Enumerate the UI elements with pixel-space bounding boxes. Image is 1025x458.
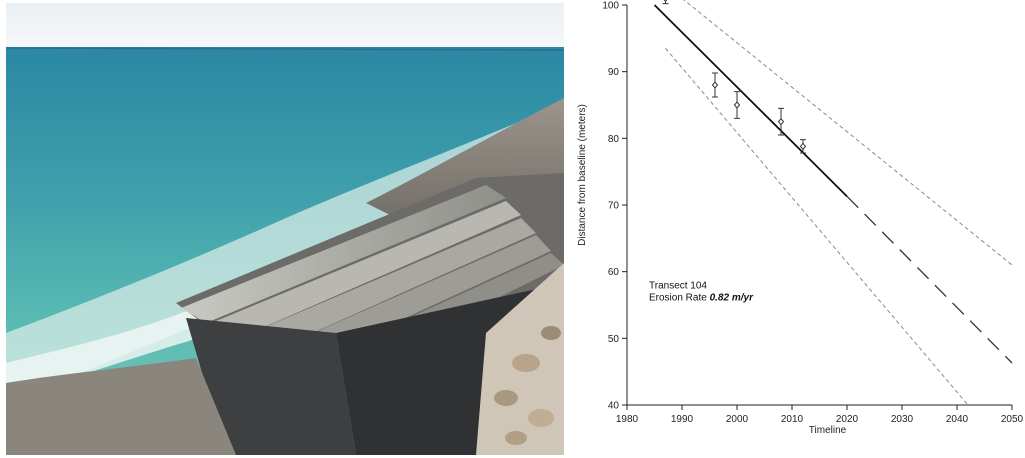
x-tick-label: 2050 xyxy=(1001,414,1024,425)
y-tick-label: 50 xyxy=(608,334,620,345)
y-tick-label: 100 xyxy=(602,1,619,12)
foam-wave xyxy=(6,303,216,398)
data-point xyxy=(711,72,719,98)
regression-fit-line xyxy=(653,4,848,197)
horizon xyxy=(6,47,564,51)
photo-illustration xyxy=(6,3,564,455)
x-axis-label: Timeline xyxy=(809,425,847,436)
x-tick-label: 2030 xyxy=(891,414,914,425)
erosion-rate-prefix: Erosion Rate xyxy=(649,292,710,303)
erosion-rate-value: 0.82 m/yr xyxy=(710,292,754,303)
sky xyxy=(6,3,564,49)
point-marker xyxy=(733,101,741,109)
data-point xyxy=(799,139,807,154)
x-tick-label: 2010 xyxy=(781,414,804,425)
confidence-band xyxy=(665,0,1013,406)
point-marker xyxy=(777,117,785,126)
beach-steps-photo xyxy=(6,3,564,455)
erosion-rate-label: Erosion Rate 0.82 m/yr xyxy=(649,292,754,303)
point-marker xyxy=(663,0,668,3)
regression-projection-line xyxy=(846,195,1013,364)
point-marker xyxy=(711,81,719,89)
foreground-gravel xyxy=(6,358,236,455)
erosion-chart: 1980 1990 2000 2010 2020 2030 2040 2050 40 50 60 70… xyxy=(568,0,1025,458)
y-tick-label: 90 xyxy=(608,67,620,78)
y-tick-label: 80 xyxy=(608,134,620,145)
y-tick-label: 40 xyxy=(608,401,620,412)
y-tick-label: 70 xyxy=(608,201,620,212)
data-point xyxy=(777,107,785,136)
chart-svg: 1980 1990 2000 2010 2020 2030 2040 2050 40 50 60 70… xyxy=(577,0,1024,436)
confidence-band-lower xyxy=(665,48,969,406)
y-tick-label: 60 xyxy=(608,267,620,278)
x-tick-label: 2000 xyxy=(726,414,749,425)
axes: 1980 1990 2000 2010 2020 2030 2040 2050 40 50 60 70… xyxy=(602,1,1023,426)
data-point xyxy=(733,91,741,119)
data-point xyxy=(662,0,669,5)
x-tick-label: 1990 xyxy=(671,414,694,425)
confidence-band-upper xyxy=(683,0,1013,266)
transect-label: Transect 104 xyxy=(649,280,707,291)
data-points xyxy=(662,0,807,154)
stone-wall xyxy=(476,263,564,455)
concrete-steps xyxy=(176,173,564,455)
point-marker xyxy=(799,142,807,151)
x-tick-label: 2040 xyxy=(946,414,969,425)
x-tick-label: 2020 xyxy=(836,414,859,425)
x-tick-label: 1980 xyxy=(616,414,639,425)
y-axis-label: Distance from baseline (meters) xyxy=(577,104,588,246)
regression-lines xyxy=(653,4,1013,364)
